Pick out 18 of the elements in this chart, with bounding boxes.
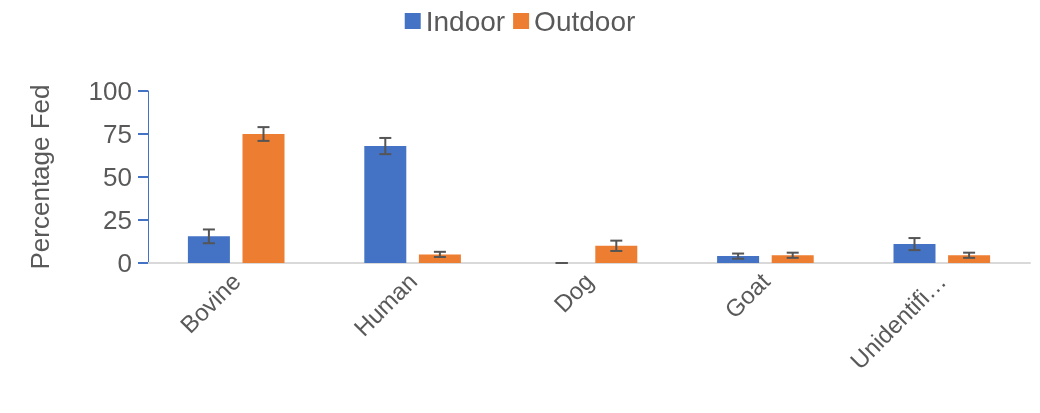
- bar: [595, 245, 638, 263]
- bar: [893, 244, 936, 263]
- legend-label: Indoor: [425, 5, 506, 37]
- legend-label: Outdoor: [534, 5, 636, 37]
- y-tick-label: 100: [88, 76, 132, 106]
- x-tick-label: Dog: [548, 267, 599, 318]
- bar: [187, 236, 230, 263]
- y-tick-label: 0: [117, 248, 132, 278]
- y-tick-label: 25: [103, 205, 132, 235]
- bar: [717, 256, 760, 263]
- bar: [242, 134, 285, 263]
- bar: [771, 255, 814, 263]
- bar: [364, 146, 407, 263]
- y-tick-label: 75: [103, 119, 132, 149]
- bar: [418, 254, 461, 263]
- y-axis-title: Percentage Fed: [25, 84, 55, 270]
- y-tick-label: 50: [103, 162, 132, 192]
- bar: [948, 255, 991, 263]
